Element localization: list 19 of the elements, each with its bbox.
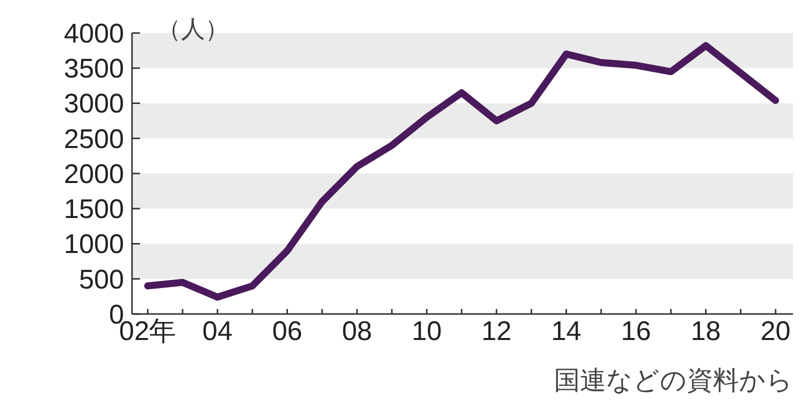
text: 国連などの資料から — [554, 365, 793, 395]
y-tick-label: 2500 — [64, 124, 124, 154]
x-tick-label: 08 — [342, 316, 372, 346]
x-tick-label: 18 — [690, 316, 721, 346]
y-tick-label: 1500 — [64, 194, 124, 224]
x-tick-label: 16 — [621, 316, 652, 346]
y-tick-label: 3000 — [64, 88, 124, 119]
x-tick-label: 06 — [272, 316, 302, 346]
x-tick-label: 10 — [412, 316, 442, 346]
x-tick-label: 20 — [760, 316, 791, 346]
y-axis-title: （人） — [157, 16, 229, 43]
x-tick-label: 14 — [551, 316, 582, 346]
y-tick-label: 2000 — [64, 158, 124, 189]
y-tick-label: 4000 — [64, 18, 124, 48]
y-tick-label: 500 — [78, 264, 124, 294]
x-tick-label: 12 — [481, 316, 512, 346]
x-tick-label: 04 — [202, 316, 232, 346]
y-tick-label: 1000 — [64, 229, 124, 260]
y-tick-label: 3500 — [64, 54, 124, 84]
